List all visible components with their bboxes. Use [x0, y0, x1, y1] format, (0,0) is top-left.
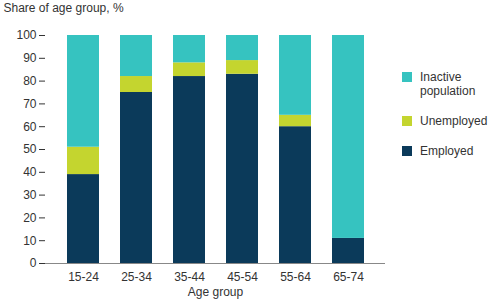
svg-text:40: 40 — [23, 165, 37, 179]
svg-text:30: 30 — [23, 188, 37, 202]
svg-text:45-54: 45-54 — [227, 270, 258, 284]
svg-text:60: 60 — [23, 120, 37, 134]
svg-text:20: 20 — [23, 211, 37, 225]
svg-text:Share of age group, %: Share of age group, % — [4, 1, 124, 15]
html-text:Unemployed: Unemployed — [420, 114, 488, 128]
svg-text:Age group: Age group — [188, 285, 244, 299]
svg-text:50: 50 — [23, 142, 37, 156]
svg-text:0: 0 — [30, 256, 37, 270]
svg-text:80: 80 — [23, 74, 37, 88]
svg-text:35-44: 35-44 — [174, 270, 205, 284]
svg-text:65-74: 65-74 — [333, 270, 364, 284]
svg-text:100: 100 — [16, 28, 36, 42]
svg-text:25-34: 25-34 — [121, 270, 152, 284]
html-text:Employed: Employed — [420, 144, 474, 158]
svg-text:90: 90 — [23, 51, 37, 65]
html-text:Inactive population: Inactive population — [420, 70, 476, 98]
svg-text:15-24: 15-24 — [68, 270, 99, 284]
svg-text:70: 70 — [23, 97, 37, 111]
svg-text:55-64: 55-64 — [280, 270, 311, 284]
svg-text:10: 10 — [23, 234, 37, 248]
